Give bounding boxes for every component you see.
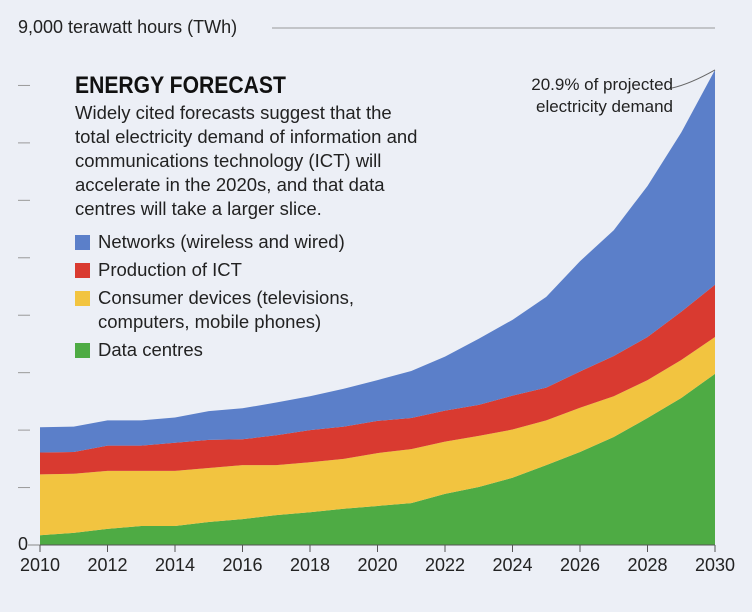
y-tick-label: 0: [18, 534, 28, 554]
subtitle-line: total electricity demand of information …: [75, 126, 418, 147]
area: [40, 69, 715, 453]
legend-swatch: [75, 291, 90, 306]
area: [40, 373, 715, 545]
legend-swatch: [75, 235, 90, 250]
subtitle-line: accelerate in the 2020s, and that data: [75, 174, 385, 195]
legend-label: Data centres: [98, 339, 203, 360]
x-tick-label: 2026: [560, 555, 600, 575]
legend-item: Production of ICT: [75, 258, 388, 282]
x-tick-label: 2022: [425, 555, 465, 575]
subtitle-line: centres will take a larger slice.: [75, 198, 322, 219]
x-tick-label: 2010: [20, 555, 60, 575]
subtitle-line: communications technology (ICT) will: [75, 150, 382, 171]
x-tick-label: 2018: [290, 555, 330, 575]
area: [40, 284, 715, 475]
x-tick-label: 2012: [87, 555, 127, 575]
annotation: 20.9% of projected electricity demand: [531, 75, 673, 116]
legend-label: Networks (wireless and wired): [98, 231, 345, 252]
legend-item: Networks (wireless and wired): [75, 230, 388, 254]
legend-swatch: [75, 263, 90, 278]
legend-item: Data centres: [75, 338, 388, 362]
subtitle-line: Widely cited forecasts suggest that the: [75, 102, 392, 123]
x-tick-label: 2030: [695, 555, 735, 575]
legend: Networks (wireless and wired) Production …: [75, 230, 388, 366]
x-tick-label: 2028: [627, 555, 667, 575]
y-tick-label: 9,000 terawatt hours (TWh): [18, 17, 237, 37]
subtitle: Widely cited forecasts suggest that the t…: [75, 101, 417, 221]
x-tick-label: 2016: [222, 555, 262, 575]
chart-title: ENERGY FORECAST: [75, 72, 286, 99]
x-tick-label: 2024: [492, 555, 532, 575]
area: [40, 337, 715, 536]
x-tick-label: 2014: [155, 555, 195, 575]
legend-item: Consumer devices (televisions, computers…: [75, 286, 388, 334]
annotation-line: [671, 69, 716, 89]
legend-label: Production of ICT: [98, 259, 242, 280]
x-tick-label: 2020: [357, 555, 397, 575]
legend-label: Consumer devices (televisions, computers…: [98, 287, 355, 332]
legend-swatch: [75, 343, 90, 358]
